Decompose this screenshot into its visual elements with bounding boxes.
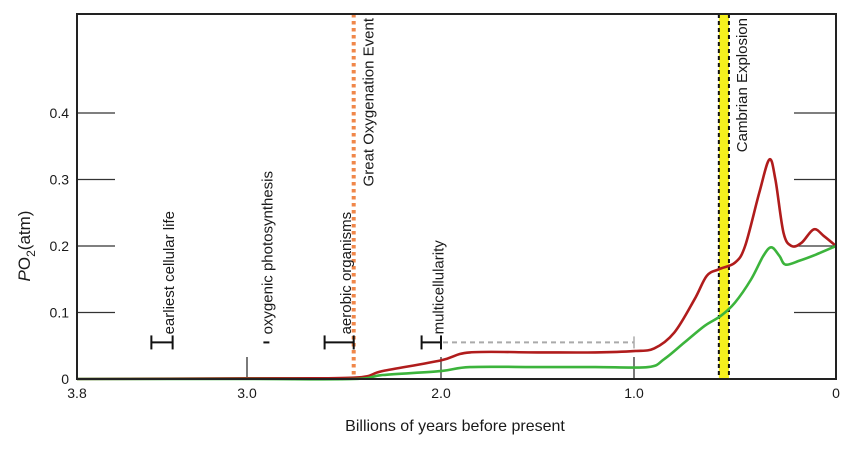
- plot-frame: [76, 13, 837, 380]
- event-label: multicellularity: [430, 240, 447, 335]
- x-tick-label: 1.0: [624, 385, 644, 401]
- event-label: aerobic organisms: [338, 212, 355, 335]
- event-range-marker: [420, 335, 442, 350]
- cambrian-explosion-band: [718, 14, 729, 379]
- tick-labels-layer: 0 0.1 0.2 0.3 0.4 3.8 3.0 2.0 1.0 0: [50, 105, 841, 401]
- x-tick-label: 3.0: [237, 385, 257, 401]
- event-label: oxygenic photosynthesis: [259, 171, 276, 334]
- y-tick-label: 0.4: [50, 105, 70, 121]
- y-axis-label-subscript: 2: [24, 250, 38, 257]
- event-range-marker: [150, 335, 174, 350]
- series-layer: [76, 157, 837, 381]
- upper-estimate-line: [76, 157, 837, 381]
- great-oxygenation-event-label: Great Oxygenation Event: [361, 17, 378, 186]
- y-axis-label-o: O: [15, 257, 34, 270]
- lower-estimate-line: [76, 244, 837, 381]
- y-axis-label-p: P: [15, 269, 34, 281]
- x-tick-label: 3.8: [67, 385, 87, 401]
- x-axis-label: Billions of years before present: [345, 418, 565, 435]
- x-tick-label: 2.0: [431, 385, 451, 401]
- cambrian-explosion-label: Cambrian Explosion: [734, 18, 751, 152]
- x-tick-label: 0: [832, 385, 840, 401]
- y-tick-label: 0.1: [50, 305, 70, 321]
- y-axis-label: PO2(atm): [15, 211, 38, 282]
- event-label: earliest cellular life: [161, 211, 178, 334]
- svg-text:PO2(atm): PO2(atm): [15, 211, 38, 282]
- y-tick-label: 0.2: [50, 238, 70, 254]
- y-axis-label-unit: (atm): [15, 211, 34, 251]
- annotation-labels-layer: earliest cellular life oxygenic photosynt…: [150, 17, 751, 350]
- event-range-marker: [323, 335, 355, 350]
- y-tick-label: 0: [61, 371, 69, 387]
- y-tick-label: 0.3: [50, 172, 70, 188]
